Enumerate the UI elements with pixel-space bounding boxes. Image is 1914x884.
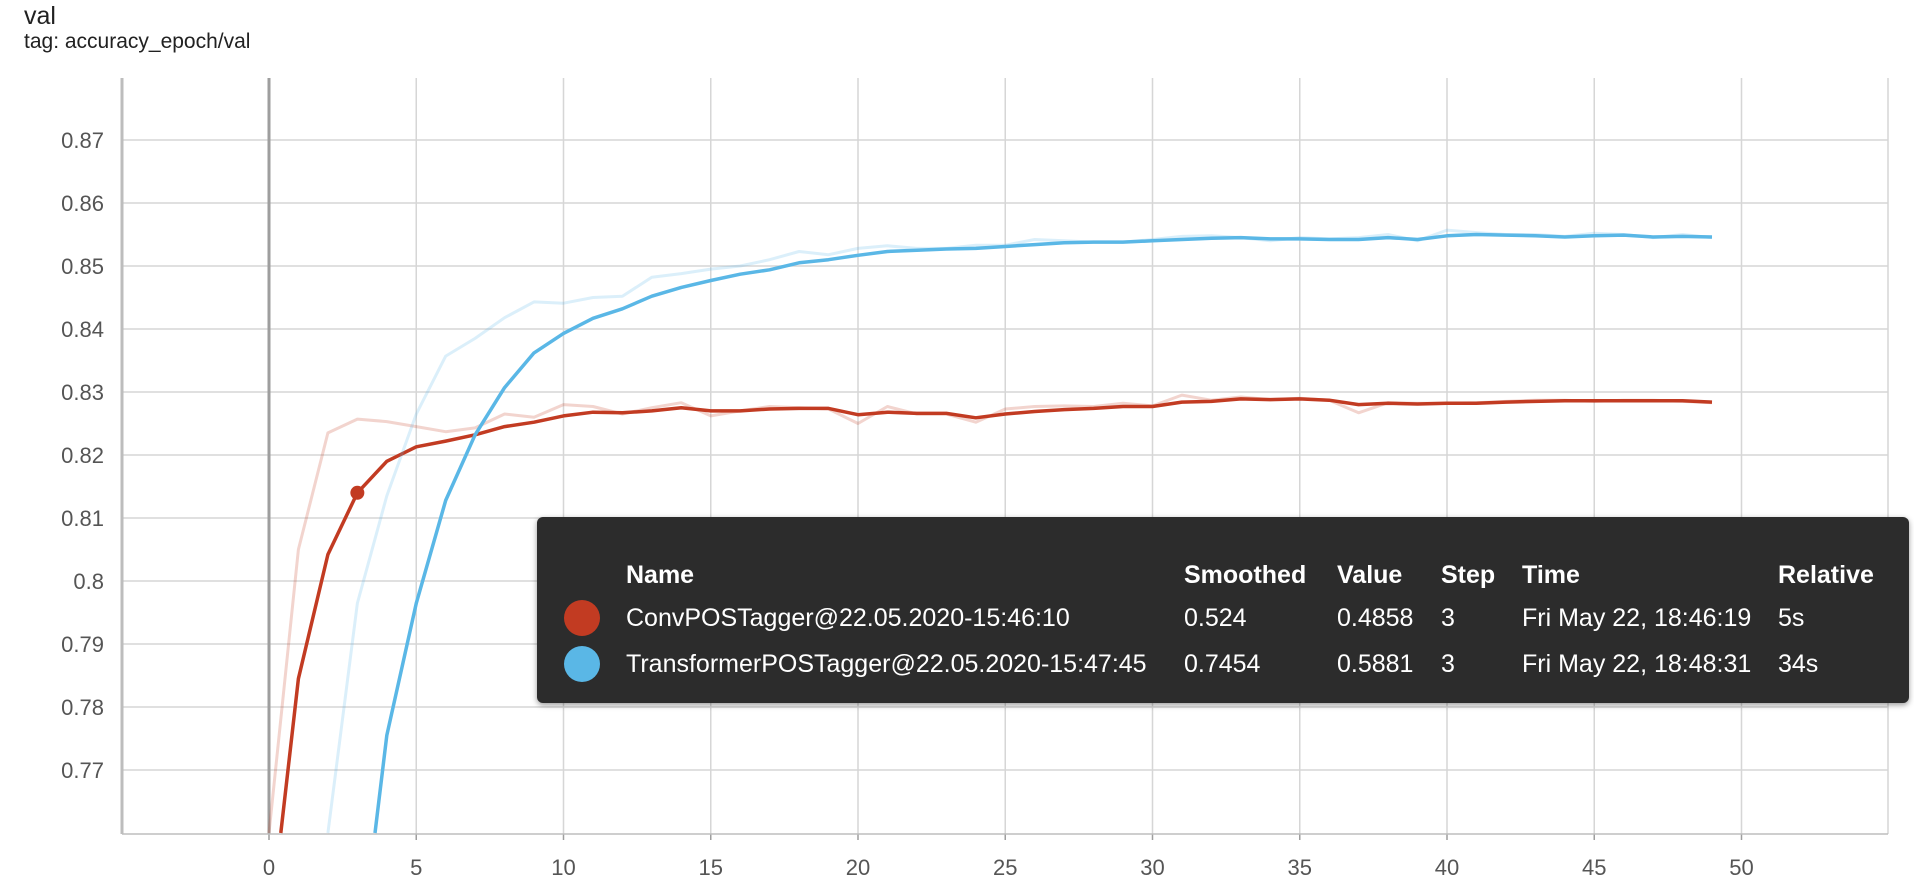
hover-tooltip: Name Smoothed Value Step Time Relative C… xyxy=(537,517,1909,703)
tooltip-run-name: ConvPOSTagger@22.05.2020-15:46:10 xyxy=(626,604,1070,632)
tooltip-run-name: TransformerPOSTagger@22.05.2020-15:47:45 xyxy=(626,650,1147,678)
hover-point-marker xyxy=(350,485,365,500)
tooltip-header-time: Time xyxy=(1522,561,1580,589)
chart-title: val xyxy=(24,2,56,30)
series-layer xyxy=(267,228,1713,834)
x-tick-label: 0 xyxy=(263,855,275,880)
tooltip-step: 3 xyxy=(1441,650,1455,678)
y-tick-label: 0.86 xyxy=(61,191,104,216)
tooltip-header-value: Value xyxy=(1337,561,1403,589)
y-tick-label: 0.81 xyxy=(61,506,104,531)
grid-layer xyxy=(122,78,1889,834)
tooltip-relative: 34s xyxy=(1778,650,1819,678)
chart-tag: tag: accuracy_epoch/val xyxy=(24,30,251,53)
axis-layer: 0.77 0.78 0.79 0.8 0.81 0.82 0.83 0.84 0.85 0.86 0… xyxy=(61,78,1888,880)
x-tick-label: 50 xyxy=(1729,855,1753,880)
y-tick-label: 0.83 xyxy=(61,380,104,405)
series-color-swatch xyxy=(564,646,600,682)
tooltip-header-smoothed: Smoothed xyxy=(1184,561,1307,589)
series-smoothed-line-0 xyxy=(279,397,1713,834)
x-tick-label: 45 xyxy=(1582,855,1606,880)
x-tick-label: 10 xyxy=(551,855,575,880)
tooltip-value: 0.5881 xyxy=(1337,650,1414,678)
tooltip-row: TransformerPOSTagger@22.05.2020-15:47:45… xyxy=(537,644,1909,684)
tooltip-smoothed-value: 0.7454 xyxy=(1184,650,1261,678)
x-tick-label: 20 xyxy=(846,855,870,880)
x-tick-label: 35 xyxy=(1288,855,1312,880)
x-tick-label: 30 xyxy=(1140,855,1164,880)
y-tick-label: 0.79 xyxy=(61,632,104,657)
y-tick-label: 0.82 xyxy=(61,443,104,468)
tooltip-time: Fri May 22, 18:46:19 xyxy=(1522,604,1752,632)
tooltip-header-row: Name Smoothed Value Step Time Relative xyxy=(537,555,1909,595)
x-tick-label: 25 xyxy=(993,855,1017,880)
tooltip-step: 3 xyxy=(1441,604,1455,632)
tooltip-header-name: Name xyxy=(626,561,695,589)
x-tick-label: 5 xyxy=(410,855,422,880)
y-tick-label: 0.78 xyxy=(61,695,104,720)
y-tick-label: 0.87 xyxy=(61,128,104,153)
tooltip-value: 0.4858 xyxy=(1337,604,1414,632)
y-tick-label: 0.84 xyxy=(61,317,104,342)
y-tick-label: 0.77 xyxy=(61,758,104,783)
tooltip-row: ConvPOSTagger@22.05.2020-15:46:10 0.524 … xyxy=(537,598,1909,638)
tooltip-smoothed-value: 0.524 xyxy=(1184,604,1247,632)
x-tick-label: 40 xyxy=(1435,855,1459,880)
y-tick-label: 0.85 xyxy=(61,254,104,279)
series-smoothed-line-1 xyxy=(373,232,1713,834)
y-tick-label: 0.8 xyxy=(73,569,104,594)
series-color-swatch xyxy=(564,600,600,636)
tooltip-relative: 5s xyxy=(1778,604,1805,632)
tooltip-time: Fri May 22, 18:48:31 xyxy=(1522,650,1752,678)
tooltip-header-step: Step xyxy=(1441,561,1496,589)
x-tick-label: 15 xyxy=(699,855,723,880)
tooltip-header-relative: Relative xyxy=(1778,561,1874,589)
